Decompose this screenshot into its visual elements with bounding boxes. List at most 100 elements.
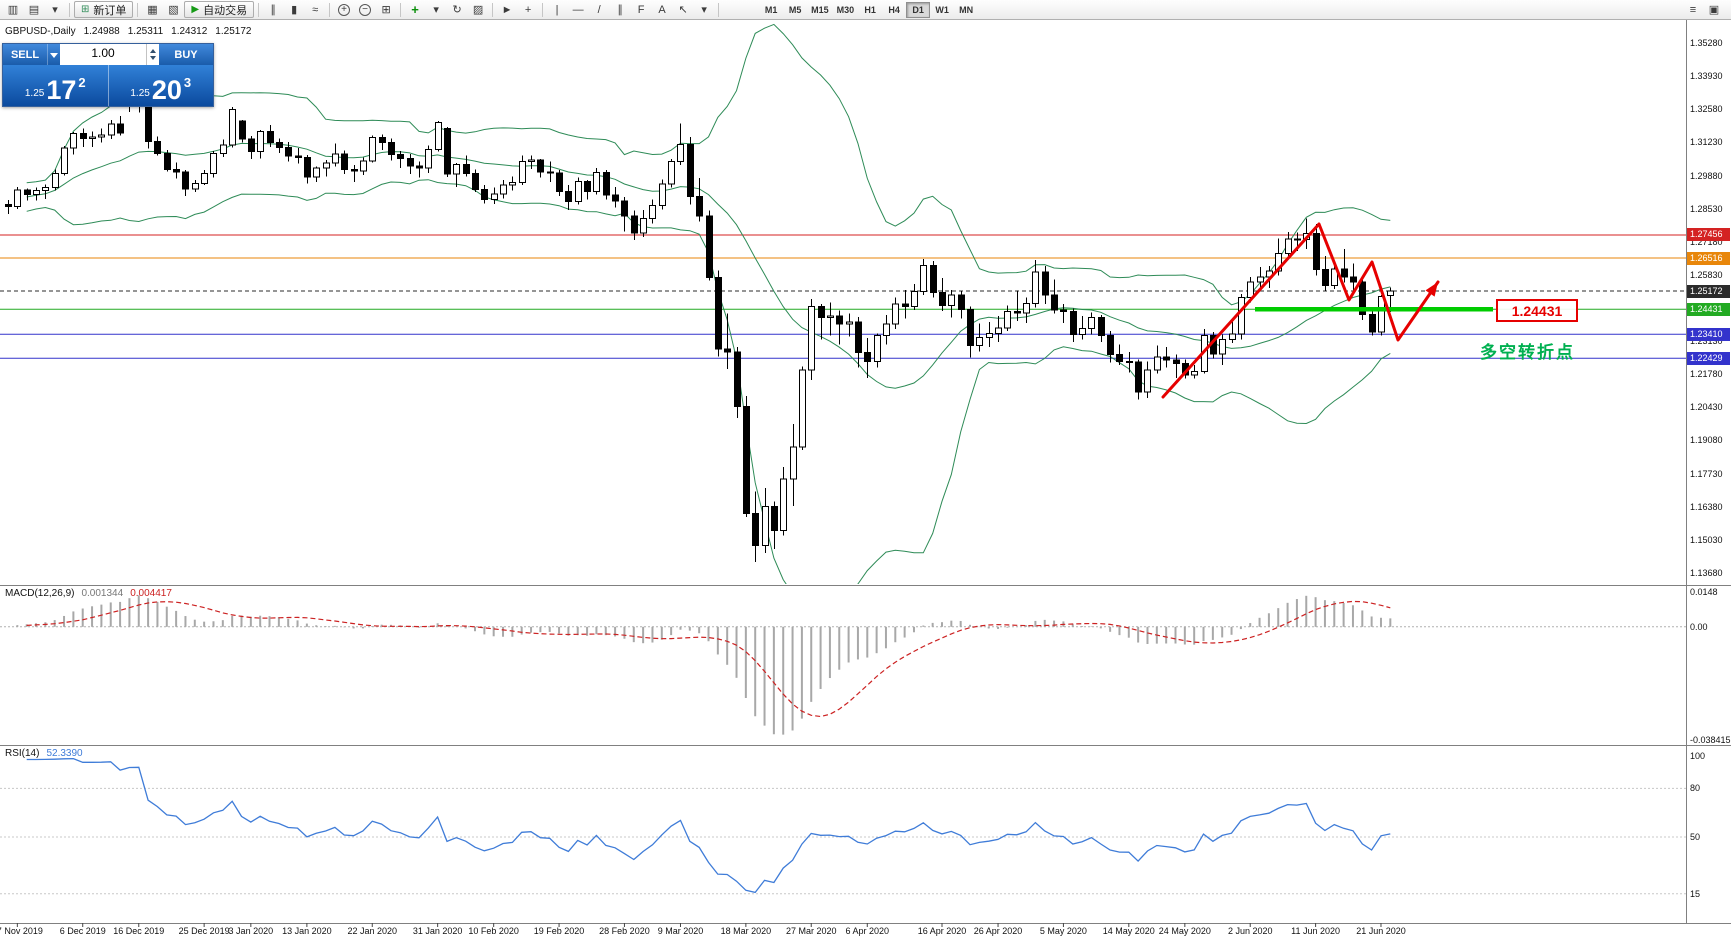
ohlc-open: 1.24988 [83, 26, 120, 37]
cycles-icon[interactable]: ↻ [452, 4, 462, 16]
toolbar-separator [137, 2, 139, 17]
templates-icon[interactable]: ▨ [472, 4, 484, 16]
timeframe-button-w1[interactable]: W1 [935, 4, 949, 15]
one-click-trading-panel: SELL 1.00 BUY 1.25 17 2 1.25 20 3 [2, 43, 214, 107]
buy-price-prefix: 1.25 [130, 88, 150, 99]
fibonacci-icon[interactable]: F [637, 3, 645, 16]
sell-button[interactable]: SELL [3, 44, 47, 65]
new-order-button-icon: ⊞ [81, 4, 90, 15]
buy-price-sup: 3 [183, 75, 192, 90]
autotrading-button-icon: ▶ [191, 4, 200, 15]
autotrading-button-label: 自动交易 [203, 4, 248, 17]
timeframe-button-h4[interactable]: H4 [888, 4, 900, 15]
candlestick-type-icon[interactable]: ▮ [291, 4, 298, 16]
bollinger-band-line [26, 23, 1391, 306]
rsi-value: 52.3390 [46, 748, 83, 759]
windows-list-icon[interactable]: ≡ [1689, 3, 1697, 16]
line-chart-type-icon[interactable]: ≈ [312, 3, 319, 16]
buy-price-display[interactable]: 1.25 20 3 [107, 65, 213, 106]
trade-panel-controls: SELL 1.00 BUY [3, 44, 213, 65]
toolbar-separator [400, 2, 402, 17]
price-annotation-label: 1.24431 [1511, 302, 1563, 319]
indicators-dropdown-icon[interactable]: ▾ [433, 4, 439, 16]
trade-options-dropdown[interactable] [47, 44, 60, 65]
indicators-icon[interactable]: + [411, 2, 419, 17]
market-watch-icon[interactable]: ▦ [147, 4, 158, 16]
rsi-line [26, 757, 1391, 894]
docking-icon[interactable]: ▣ [1708, 4, 1720, 16]
channel-icon[interactable]: ∥ [617, 4, 623, 16]
trade-panel-prices: 1.25 17 2 1.25 20 3 [3, 65, 213, 106]
profiles-dropdown-icon[interactable]: ▾ [52, 4, 58, 16]
new-chart-icon[interactable]: ▥ [7, 4, 19, 16]
price-annotation-box[interactable]: 1.24431 [1496, 299, 1578, 322]
chevron-down-icon [50, 52, 58, 62]
toolbar-separator [542, 2, 544, 17]
autotrading-button[interactable]: ▶ 自动交易 [184, 1, 255, 18]
zoom-out-icon[interactable]: − [355, 2, 375, 18]
sell-price-sup: 2 [78, 75, 86, 90]
timeframe-button-mn[interactable]: MN [959, 4, 974, 15]
main-chart-layer [0, 23, 1686, 584]
macd-indicator-label: MACD(12,26,9) 0.001344 0.004417 [5, 588, 172, 599]
chart-ohlc-info: GBPUSD-,Daily 1.24988 1.25311 1.24312 1.… [5, 26, 251, 37]
chart-symbol-period: GBPUSD-,Daily [5, 26, 76, 37]
timeframe-button-m1[interactable]: M1 [764, 4, 778, 15]
macd-value-signal: 0.004417 [130, 588, 172, 599]
annotation-layer [1161, 222, 1493, 399]
timeframe-button-h1[interactable]: H1 [864, 4, 876, 15]
bar-chart-type-icon[interactable]: ∥ [270, 4, 276, 16]
ohlc-high: 1.25311 [127, 26, 164, 37]
volume-input[interactable]: 1.00 [60, 44, 159, 65]
crosshair-icon[interactable]: + [524, 3, 532, 16]
macd-name: MACD(12,26,9) [5, 588, 75, 599]
turning-point-text: 多空转折点 [1480, 343, 1575, 362]
horizontal-line-icon[interactable]: — [572, 3, 584, 16]
profiles-icon[interactable]: ▤ [28, 4, 40, 16]
rsi-layer [0, 757, 1686, 895]
toolbar-separator [718, 2, 720, 17]
sell-price-display[interactable]: 1.25 17 2 [3, 65, 108, 106]
text-label-icon[interactable]: A [658, 3, 666, 16]
shapes-dropdown-icon[interactable]: ▾ [701, 4, 707, 16]
buy-price-big: 20 [151, 75, 182, 106]
navigator-icon[interactable]: ▧ [168, 4, 179, 16]
toolbar-separator [69, 2, 70, 17]
toolbar-right-group: ≡ ▣ [1683, 2, 1728, 18]
ohlc-low: 1.24312 [171, 26, 208, 37]
timeframe-button-m5[interactable]: M5 [788, 4, 802, 15]
zoom-in-icon[interactable]: + [334, 2, 354, 18]
volume-value[interactable]: 1.00 [91, 46, 115, 60]
new-order-button-label: 新订单 [93, 4, 127, 17]
macd-signal-line [26, 600, 1391, 718]
arrow-head [1425, 282, 1438, 297]
tile-windows-icon[interactable]: ⊞ [381, 4, 391, 16]
timeframe-button-m15[interactable]: M15 [811, 4, 829, 15]
toolbar-separator [258, 2, 260, 17]
macd-value-main: 0.001344 [81, 588, 124, 599]
sell-price-prefix: 1.25 [24, 88, 45, 99]
volume-down-icon[interactable] [147, 55, 159, 66]
timeframe-button-m30[interactable]: M30 [836, 4, 855, 15]
cursor-icon[interactable]: ► [501, 3, 513, 16]
main-toolbar: ▥ ▤ ▾ ⊞ 新订单 ▦ ▧ ▶ 自动交易 ∥ ▮ ≈ + − ⊞ + ▾ ↻ ▨ ► + | — / ∥ F A ↖ ▾ M1 M5 M1… [0, 0, 1731, 20]
volume-up-icon[interactable] [147, 44, 159, 55]
vertical-line-icon[interactable]: | [555, 3, 559, 16]
arrows-tool-icon[interactable]: ↖ [678, 4, 688, 16]
candles [5, 85, 1394, 563]
volume-stepper [146, 44, 159, 65]
macd-layer [0, 595, 1686, 735]
new-order-button[interactable]: ⊞ 新订单 [74, 1, 134, 18]
zigzag-trend-arrow [1161, 222, 1440, 399]
toolbar-separator [492, 2, 494, 17]
sell-price-big: 17 [46, 75, 77, 106]
toolbar-separator [329, 2, 331, 17]
ohlc-close: 1.25172 [215, 26, 252, 37]
timeframe-button-d1[interactable]: D1 [906, 1, 931, 18]
timeframe-toolbar: M1 M5 M15 M30 H1 H4 D1 W1 MN [759, 1, 978, 18]
rsi-name: RSI(14) [5, 748, 40, 759]
buy-button[interactable]: BUY [159, 44, 213, 65]
rsi-indicator-label: RSI(14) 52.3390 [5, 748, 83, 759]
trendline-icon[interactable]: / [597, 3, 601, 16]
